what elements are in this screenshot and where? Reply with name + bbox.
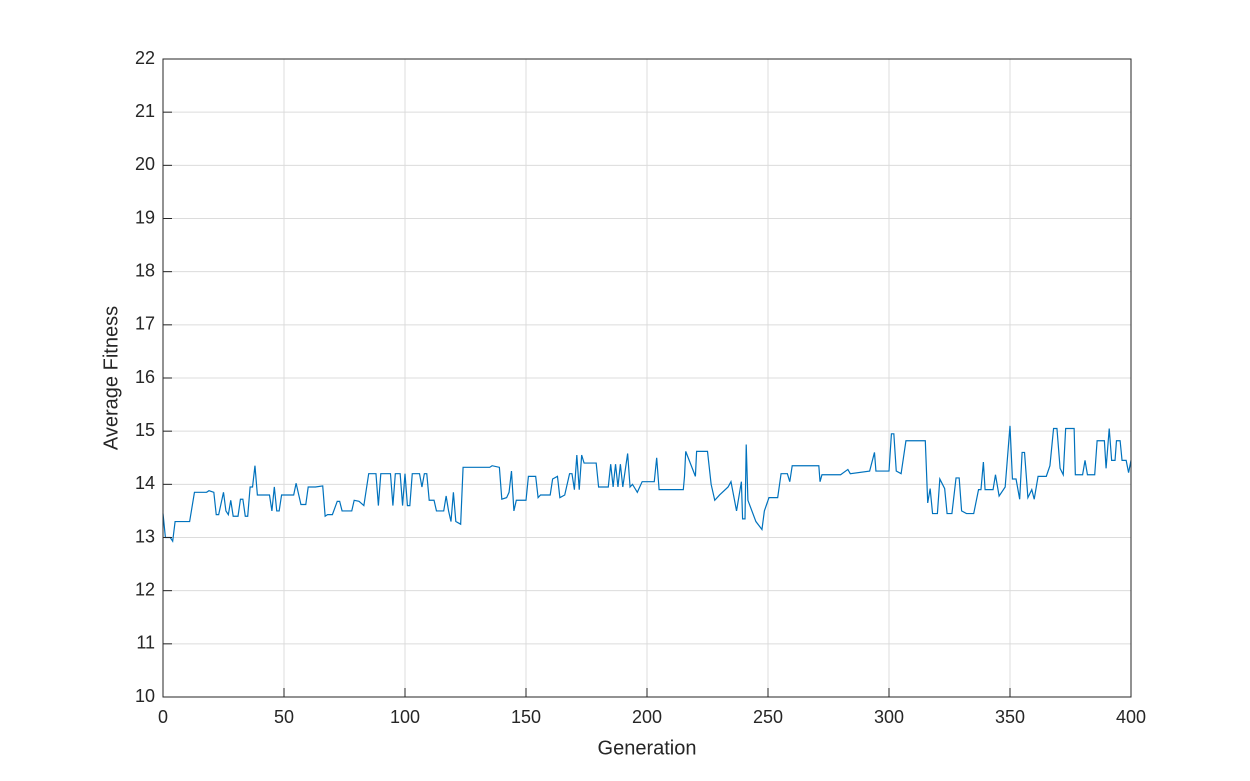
- x-axis-label: Generation: [598, 737, 697, 759]
- x-tick-label: 100: [390, 707, 420, 727]
- x-tick-label: 0: [158, 707, 168, 727]
- y-tick-label: 18: [135, 260, 155, 280]
- y-tick-label: 21: [135, 101, 155, 121]
- x-tick-label: 400: [1116, 707, 1146, 727]
- y-tick-label: 11: [136, 633, 155, 653]
- y-tick-label: 14: [135, 473, 155, 493]
- x-tick-label: 150: [511, 707, 541, 727]
- y-tick-label: 17: [135, 314, 155, 334]
- y-tick-label: 16: [135, 367, 155, 387]
- line: [162, 425, 1132, 543]
- y-tick-label: 20: [135, 154, 155, 174]
- y-tick-label: 10: [135, 686, 155, 706]
- x-tick-label: 350: [995, 707, 1025, 727]
- y-tick-label: 15: [135, 420, 155, 440]
- plot-area: [162, 425, 1132, 543]
- x-tick-label: 250: [753, 707, 783, 727]
- y-tick-label: 19: [135, 207, 155, 227]
- y-tick-label: 22: [135, 48, 155, 68]
- y-tick-label: 13: [135, 526, 155, 546]
- grid: [162, 58, 1132, 698]
- y-tick-label: 12: [135, 579, 155, 599]
- x-tick-label: 300: [874, 707, 904, 727]
- x-tick-label: 200: [632, 707, 662, 727]
- y-axis-label: Average Fitness: [100, 306, 122, 450]
- x-tick-label: 50: [274, 707, 294, 727]
